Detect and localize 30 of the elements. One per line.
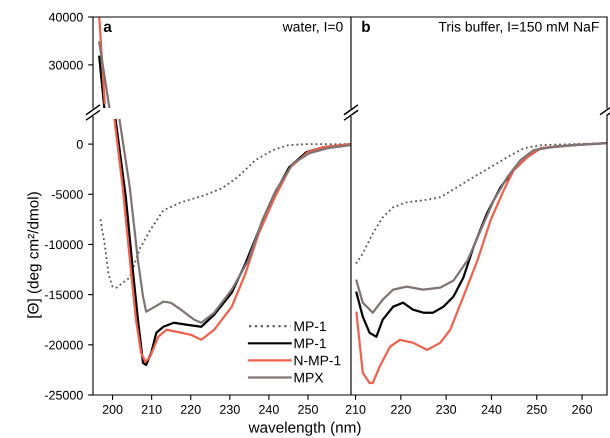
x-tick-label: 250 [526,405,547,414]
y-tick-label: -15000 [44,290,83,300]
x-tick-label: 240 [482,405,502,414]
annotation: water, I=0 [282,22,343,34]
y-tick-label: -25000 [44,390,83,400]
y-tick-label: -5000 [52,190,83,199]
legend-label: MPX [294,372,324,382]
x-tick-label: 260 [572,405,592,414]
y-tick-label: -20000 [44,340,83,350]
x-tick-label: 230 [220,405,240,414]
x-tick-label: 210 [346,405,366,414]
x-tick-label: 220 [391,405,411,414]
y-tick-label: 40000 [48,12,83,22]
annotation: a [104,24,112,32]
x-tick-label: 240 [259,405,279,414]
y-tick-label: -10000 [44,240,83,250]
legend-label: MP-1 [294,338,326,348]
y-tick-label: 0 [76,140,83,149]
x-tick-label: 200 [102,405,122,414]
x-tick-label: 210 [142,405,162,414]
x-tick-label: 230 [436,405,456,414]
x-axis-title: wavelength (nm) [248,422,361,436]
legend-label: N-MP-1 [294,356,341,366]
annotation: b [362,20,370,32]
legend-label: MP-1 [294,322,326,332]
annotation: Tris buffer, I=150 mM NaF [438,21,599,34]
y-axis-title: [Θ] (deg cm²/dmol) [27,192,42,318]
x-tick-label: 250 [298,405,318,414]
y-tick-label: 30000 [49,60,83,70]
x-tick-label: 220 [180,405,201,414]
